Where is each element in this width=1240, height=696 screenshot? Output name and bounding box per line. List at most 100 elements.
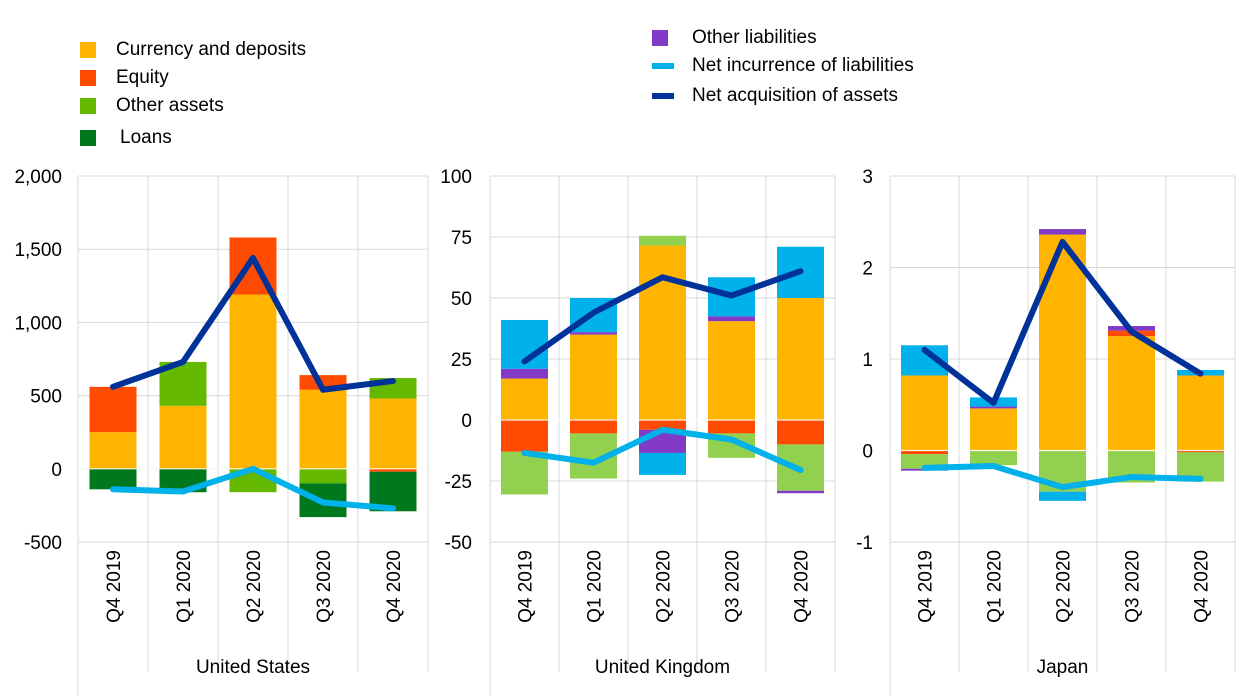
united-states-line-net-acquisition-of-assets bbox=[110, 254, 396, 393]
united-states-bar-currency-and-deposits bbox=[229, 294, 277, 469]
legend-swatch-equity bbox=[80, 70, 96, 86]
legend-item-other-liabilities: Other liabilities bbox=[652, 25, 817, 51]
united-kingdom-bar-other-assets bbox=[501, 451, 548, 495]
legend-label-currency: Currency and deposits bbox=[116, 39, 307, 60]
united-kingdom-bar-equity bbox=[708, 420, 755, 434]
united-kingdom-bar-other-liabilities bbox=[708, 316, 755, 322]
legend-item-other-assets: Other assets bbox=[80, 93, 224, 119]
united-states-bar-equity bbox=[89, 386, 137, 433]
united-kingdom-ytick-label: 0 bbox=[461, 411, 472, 432]
united-kingdom-line-net-incurrence-of-liabilities bbox=[521, 426, 804, 474]
united-kingdom-bar-other-liabilities bbox=[570, 332, 617, 335]
united-kingdom-bar-currency-and-deposits bbox=[570, 334, 617, 420]
japan-category-label: Q3 2020 bbox=[1123, 550, 1144, 623]
japan-bar-currency-and-deposits bbox=[1177, 375, 1224, 451]
united-states-category-label: Q4 2019 bbox=[104, 550, 125, 623]
united-states-ytick-label: 500 bbox=[30, 387, 62, 408]
japan-bar-other-assets bbox=[970, 450, 1017, 466]
united-kingdom-bar-currency-and-deposits bbox=[639, 245, 686, 420]
united-states-ytick-label: 1,500 bbox=[14, 240, 62, 261]
united-kingdom-ytick-label: 50 bbox=[451, 289, 472, 310]
japan-line-net-incurrence-of-liabilities bbox=[921, 463, 1204, 491]
japan-ytick-label: 0 bbox=[862, 442, 873, 463]
united-kingdom-category-label: Q4 2020 bbox=[792, 550, 813, 623]
japan-ytick-label: 2 bbox=[862, 259, 873, 280]
united-kingdom-ytick-label: 75 bbox=[451, 228, 472, 249]
united-kingdom-bar-currency-and-deposits bbox=[777, 298, 824, 420]
japan-bar-equity bbox=[901, 450, 948, 455]
united-kingdom-ytick-label: 100 bbox=[440, 167, 472, 188]
legend-item-equity: Equity bbox=[80, 65, 169, 91]
united-kingdom-ytick-label: 25 bbox=[451, 350, 472, 371]
united-kingdom-category-label: Q3 2020 bbox=[723, 550, 744, 623]
legend-label-net-acquisition: Net acquisition of assets bbox=[692, 85, 898, 106]
united-states-bar-currency-and-deposits bbox=[159, 405, 207, 469]
united-kingdom-category-label: Q2 2020 bbox=[654, 550, 675, 623]
united-kingdom-bar-other-liabilities bbox=[501, 368, 548, 379]
united-states-category-label: Q3 2020 bbox=[314, 550, 335, 623]
japan-bar-other-liabilities bbox=[970, 406, 1017, 409]
united-states-category-label: Q4 2020 bbox=[384, 550, 405, 623]
united-states-bar-loans bbox=[89, 468, 137, 490]
legend-label-other-assets: Other assets bbox=[116, 95, 224, 116]
legend-swatch-other-assets bbox=[80, 98, 96, 114]
united-kingdom-bar-currency-and-deposits bbox=[708, 321, 755, 420]
legend-line-net-incurrence bbox=[652, 63, 674, 69]
united-states-ytick-label: 1,000 bbox=[14, 313, 62, 334]
united-kingdom-ytick-label: -50 bbox=[445, 533, 472, 554]
united-kingdom-line-net-acquisition-of-assets bbox=[521, 268, 804, 365]
united-states-bar-equity bbox=[369, 468, 417, 472]
united-states-line-net-incurrence-of-liabilities bbox=[110, 465, 396, 512]
united-states-ytick-label: -500 bbox=[24, 533, 62, 554]
legend-item-net-acquisition: Net acquisition of assets bbox=[652, 83, 898, 109]
united-kingdom-category-label: Q4 2019 bbox=[516, 550, 537, 623]
united-kingdom-ytick-label: -25 bbox=[445, 472, 472, 493]
united-states-panel-label: United States bbox=[196, 657, 310, 678]
legend-item-net-incurrence: Net incurrence of liabilities bbox=[652, 53, 914, 79]
united-kingdom-panel-label: United Kingdom bbox=[595, 657, 730, 678]
japan-category-label: Q4 2020 bbox=[1192, 550, 1213, 623]
united-states-ytick-label: 0 bbox=[51, 460, 62, 481]
united-kingdom-category-label: Q1 2020 bbox=[585, 550, 606, 623]
japan-bar-currency-and-deposits bbox=[901, 375, 948, 451]
legend-line-net-acquisition bbox=[652, 93, 674, 99]
japan-panel-label: Japan bbox=[1037, 657, 1089, 678]
japan-ytick-label: 3 bbox=[862, 167, 873, 188]
legend-label-other-liabilities: Other liabilities bbox=[692, 27, 817, 48]
japan-category-label: Q2 2020 bbox=[1054, 550, 1075, 623]
united-kingdom-bar-currency-and-deposits bbox=[501, 378, 548, 420]
legend-swatch-loans bbox=[80, 130, 96, 146]
legend-item-loans: Loans bbox=[80, 125, 172, 151]
united-kingdom-bar-equity bbox=[777, 420, 824, 445]
japan-bar-other-liabilities bbox=[1039, 229, 1086, 235]
japan-bar-equity bbox=[1177, 450, 1224, 453]
legend-swatch-currency bbox=[80, 42, 96, 58]
japan-bar-currency-and-deposits bbox=[1108, 336, 1155, 451]
united-states-ytick-label: 2,000 bbox=[14, 167, 62, 188]
united-kingdom-bar-other-assets bbox=[639, 235, 686, 246]
united-states-bar-other-assets bbox=[299, 468, 347, 484]
japan-bar-net-incurrence-of-liabilities bbox=[1039, 491, 1086, 501]
japan-ytick-label: -1 bbox=[856, 533, 873, 554]
japan-category-label: Q1 2020 bbox=[985, 550, 1006, 623]
legend-item-currency: Currency and deposits bbox=[80, 37, 306, 63]
legend-swatch-other-liabilities bbox=[652, 30, 668, 46]
united-states-category-label: Q2 2020 bbox=[244, 550, 265, 623]
united-states-bar-currency-and-deposits bbox=[369, 398, 417, 469]
united-kingdom-bar-equity bbox=[639, 420, 686, 430]
united-kingdom-bar-equity bbox=[501, 420, 548, 452]
united-states-bar-currency-and-deposits bbox=[299, 389, 347, 469]
japan-category-label: Q4 2019 bbox=[916, 550, 937, 623]
japan-bar-currency-and-deposits bbox=[1039, 234, 1086, 451]
united-kingdom-bar-equity bbox=[570, 420, 617, 434]
japan-bar-currency-and-deposits bbox=[970, 408, 1017, 451]
legend-label-equity: Equity bbox=[116, 67, 169, 88]
japan-line-net-acquisition-of-assets bbox=[921, 238, 1204, 406]
japan-ytick-label: 1 bbox=[862, 350, 873, 371]
united-states-category-label: Q1 2020 bbox=[174, 550, 195, 623]
united-states-bar-currency-and-deposits bbox=[89, 432, 137, 469]
legend-label-net-incurrence: Net incurrence of liabilities bbox=[692, 55, 914, 76]
united-kingdom-bar-other-liabilities bbox=[777, 490, 824, 494]
legend-label-loans: Loans bbox=[120, 127, 172, 148]
